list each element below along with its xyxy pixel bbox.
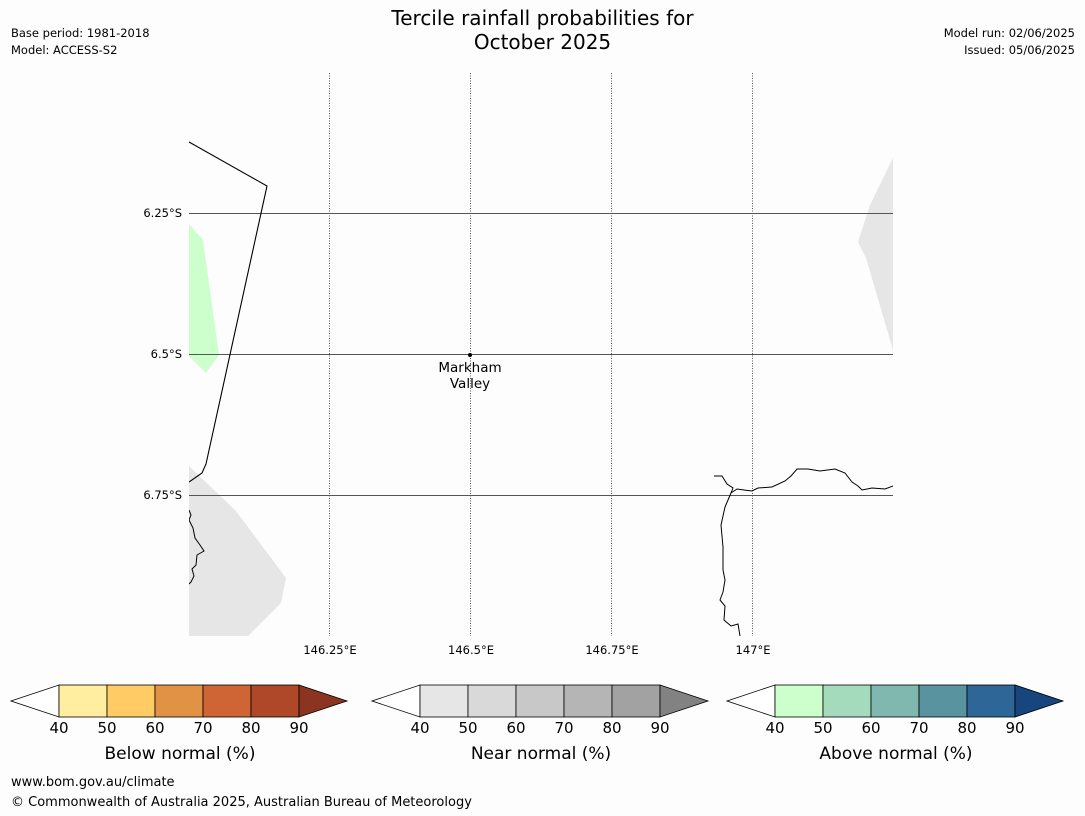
near-normal-region-east [858,158,893,350]
colorbar-segment [515,684,565,718]
near-normal-title: Near normal (%) [470,744,612,764]
colorbar-tick-label: 70 [909,719,929,737]
colorbar-tick-label: 80 [602,719,622,737]
colorbar-tick-label: 80 [241,719,261,737]
issued-text: Issued: 05/06/2025 [964,43,1075,57]
markham-valley-point [468,353,472,357]
lat-label-6-25s: 6.25°S [143,206,182,220]
coastline-west [189,509,205,585]
colorbar-tick-label: 80 [957,719,977,737]
colorbar-under-extension [10,684,60,718]
colorbar-segment [154,684,204,718]
above-normal-colorbar: 40 50 60 70 80 90 Above normal (%) [726,684,1066,764]
colorbar-tick-label: 50 [813,719,833,737]
below-normal-colorbar: 40 50 60 70 80 90 Below normal (%) [10,684,350,764]
district-boundary-line [189,141,268,483]
model-text: Model: ACCESS-S2 [11,43,118,57]
above-normal-region [189,224,219,373]
colorbar-tick-label: 90 [289,719,309,737]
colorbar-tick-label: 60 [506,719,526,737]
colorbar-tick-label: 60 [861,719,881,737]
colorbar-over-extension [298,684,349,718]
base-model-info: Base period: 1981-2018 Model: ACCESS-S2 [11,25,150,59]
colorbar-segment [250,684,300,718]
colorbar-tick-label: 50 [458,719,478,737]
title-line-1: Tercile rainfall probabilities for [391,6,694,30]
colorbar-segment [467,684,517,718]
near-normal-region-southwest [189,466,286,636]
colorbar-segment [58,684,108,718]
colorbar-tick-label: 90 [1005,719,1025,737]
colorbar-tick-label: 40 [765,719,785,737]
lon-label-146-75e: 146.75°E [585,643,639,657]
colorbar-segment [563,684,613,718]
colorbar-segment [966,684,1016,718]
run-issued-info: Model run: 02/06/2025 Issued: 05/06/2025 [944,25,1075,59]
colorbar-tick-label: 70 [193,719,213,737]
colorbar-segment [202,684,252,718]
lon-label-147e: 147°E [735,643,771,657]
lat-label-6-5s: 6.5°S [150,347,182,361]
title-line-2: October 2025 [473,30,612,54]
colorbar-segment [774,684,824,718]
model-run-text: Model run: 02/06/2025 [943,26,1075,40]
colorbar-under-extension [726,684,776,718]
colorbar-segment [822,684,872,718]
colorbar-tick-label: 60 [145,719,165,737]
base-period-text: Base period: 1981-2018 [11,26,150,40]
coastline-east [714,468,893,636]
colorbar-tick-label: 50 [97,719,117,737]
bom-url-link[interactable]: www.bom.gov.au/climate [11,775,175,790]
colorbar-tick-label: 90 [650,719,670,737]
colorbar-segment [870,684,920,718]
near-normal-colorbar: 40 50 60 70 80 90 Near normal (%) [371,684,711,764]
colorbar-segment [918,684,968,718]
place-name-line-1: Markham [438,360,502,376]
below-normal-title: Below normal (%) [104,744,256,764]
colorbar-over-extension [659,684,710,718]
lon-label-146-25e: 146.25°E [303,643,357,657]
colorbar-over-extension [1014,684,1065,718]
lon-label-146-5e: 146.5°E [448,643,494,657]
colorbar-under-extension [371,684,421,718]
colorbar-tick-label: 40 [410,719,430,737]
copyright-text: © Commonwealth of Australia 2025, Austra… [11,795,472,810]
latitude-gridlines [189,213,893,496]
colorbar-segment [106,684,156,718]
place-name-line-2: Valley [449,376,491,392]
above-normal-title: Above normal (%) [819,744,973,764]
colorbar-tick-label: 40 [49,719,69,737]
markham-valley-label: Markham Valley [410,360,530,392]
above-normal-scale [726,684,1065,718]
near-normal-scale [371,684,710,718]
colorbar-segment [419,684,469,718]
colorbar-segment [611,684,661,718]
map-title: Tercile rainfall probabilities for Octob… [0,6,1085,54]
colorbar-tick-label: 70 [554,719,574,737]
below-normal-scale [10,684,349,718]
lat-label-6-75s: 6.75°S [143,488,182,502]
